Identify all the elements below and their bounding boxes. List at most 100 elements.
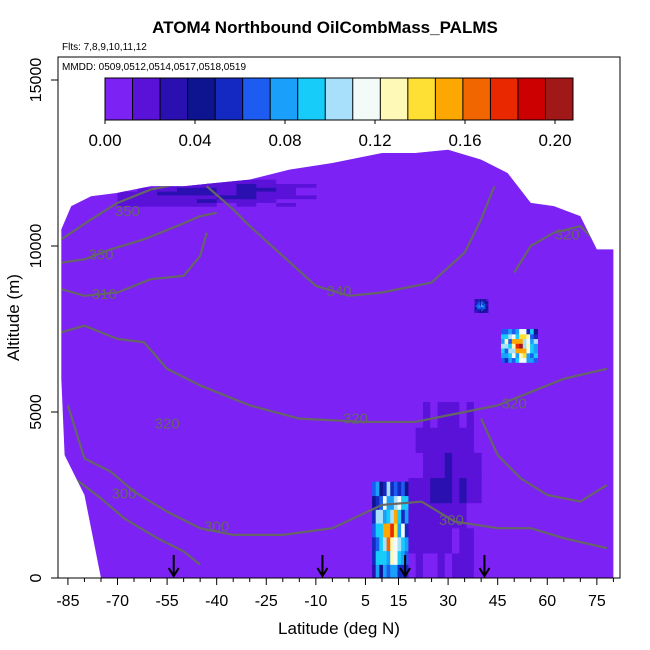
heatmap-cell [475,299,478,302]
heatmap-cell [386,509,391,524]
heatmap-feature-plume-mid [500,329,538,363]
heatmap-cell [481,301,484,304]
heatmap-cell [430,427,439,453]
heatmap-cell [256,202,277,207]
colorbar-swatch [545,78,574,120]
heatmap-cell [444,527,453,554]
heatmap-cell [475,301,478,304]
heatmap-cell [372,481,377,497]
heatmap-cell [379,564,384,578]
heatmap-cell [479,306,482,310]
heatmap-cell [379,481,384,497]
heatmap-cell [526,338,531,344]
heatmap-cell [500,347,506,354]
colorbar-swatch [215,78,244,120]
x-tick-label: -85 [56,593,79,610]
heatmap-cell [276,179,297,184]
heatmap-cell [466,477,475,504]
heatmap-cell [504,357,509,363]
x-tick-label: 30 [439,593,457,610]
heatmap-cell [422,402,431,428]
heatmap-cell [196,198,218,203]
colorbar-swatch [187,78,216,120]
heatmap-cell [382,536,388,552]
heatmap-cell [483,302,486,306]
heatmap-cell [477,301,480,304]
heatmap-cell [390,509,395,524]
heatmap-cell [397,481,402,497]
heatmap-cell [482,310,485,313]
heatmap-cell [256,187,277,192]
heatmap-cell [515,338,520,344]
heatmap-cell [401,550,406,565]
heatmap-cell [526,343,531,349]
heatmap-cell [473,402,482,428]
heatmap-cell [430,502,439,529]
heatmap-cell [216,194,238,200]
x-tick-label: -40 [205,593,228,610]
heatmap-cell [236,187,257,192]
heatmap-cell [481,308,484,312]
contour-label: 300 [204,519,229,536]
heatmap-cell [530,343,535,349]
heatmap-cell [511,347,517,354]
heatmap-cell [486,299,489,302]
heatmap-cell [482,299,485,302]
heatmap-cell [379,550,384,565]
heatmap-cell [401,536,406,552]
heatmap-cell [519,329,524,335]
heatmap-cell [530,347,535,354]
heatmap-cell [515,333,520,340]
heatmap-cell [216,183,238,188]
colorbar-swatch [490,78,519,120]
heatmap-cell [256,183,277,188]
heatmap-cell [415,477,424,504]
heatmap-cell [500,333,506,340]
heatmap-cell [477,299,480,302]
heatmap-cell [459,452,468,479]
heatmap-cell [157,202,178,207]
heatmap-cell [504,347,509,354]
heatmap-cell [508,352,513,359]
dates-label: MMDD: 0509,0512,0514,0517,0518,0519 [62,62,246,73]
isentrope-contours [61,178,608,566]
heatmap-cell [459,527,468,554]
heatmap-cell [533,352,538,359]
heatmap-cell [530,338,535,344]
heatmap-cell [478,301,481,304]
heatmap-cell [117,179,138,184]
heatmap-cell [276,190,297,196]
heatmap-cell [452,452,460,479]
heatmap-cell [530,357,535,363]
heatmap-cell [481,310,484,313]
heatmap-cell [393,481,399,497]
heatmap-cell [437,502,446,529]
heatmap-cell [397,509,402,524]
heatmap-cell [422,477,431,504]
heatmap-cell [452,427,460,453]
heatmap-cell [477,310,480,313]
heatmap-cell [382,564,388,578]
heatmap-cell [504,329,509,335]
contour-label: 310 [92,286,117,303]
heatmap-cell [216,187,238,192]
x-tick-label: -10 [304,593,327,610]
heatmap-cell [390,522,395,538]
heatmap-cell [474,310,477,313]
heatmap-cell [256,198,277,203]
heatmap-cell [526,333,531,340]
heatmap-cell [236,183,257,188]
heatmap-cell [508,333,513,340]
heatmap-cell [504,338,509,344]
heatmap-cell [296,198,317,203]
heatmap-cell [415,502,424,529]
heatmap-cell [482,302,485,306]
colorbar-tick-label: 0.12 [358,131,391,150]
heatmap-cell [508,357,513,363]
heatmap-cell [296,187,317,192]
colorbar-swatch [407,78,436,120]
heatmap-cell [508,329,513,335]
heatmap-cell [437,427,446,453]
heatmap-cell [478,302,481,306]
